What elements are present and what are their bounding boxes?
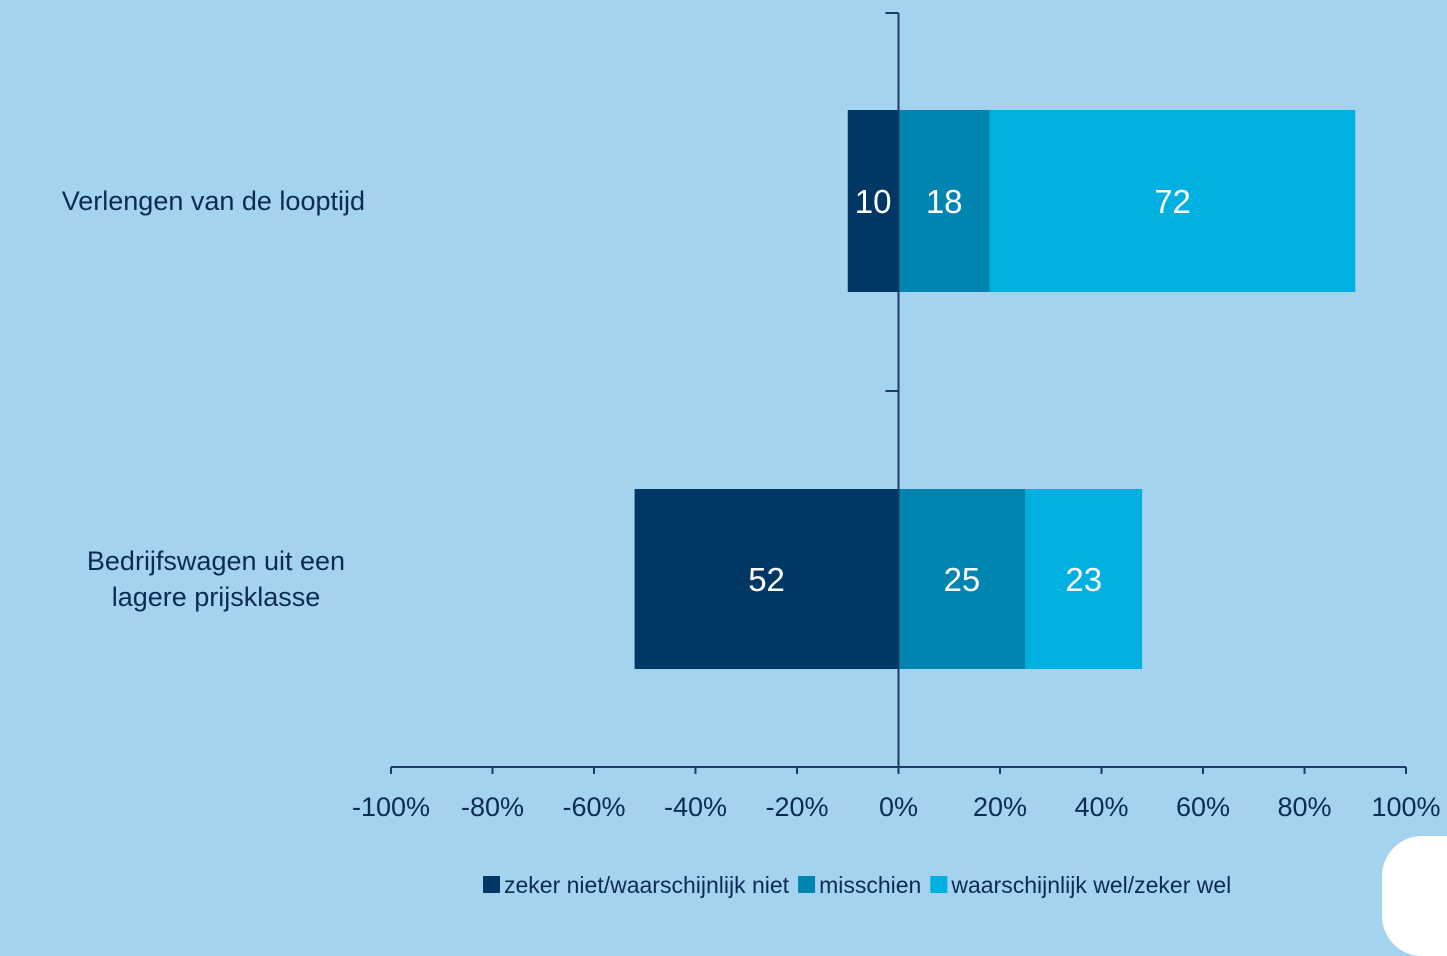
category-label: Verlengen van de looptijd <box>62 186 365 216</box>
x-tick-label: 80% <box>1277 792 1331 822</box>
tick-labels-group: -100% -80% -60% -40% -20% 0% 20% 40% 60% 80% 100% <box>352 792 1441 822</box>
x-tick-label: 40% <box>1074 792 1128 822</box>
x-tick-label: -80% <box>461 792 524 822</box>
bar-value-label: 10 <box>855 183 892 220</box>
bar-value-label: 18 <box>926 183 963 220</box>
bar-value-label: 52 <box>748 561 785 598</box>
legend-label: misschien <box>819 872 921 898</box>
corner-decoration <box>1382 836 1447 956</box>
bar-segment <box>898 110 990 292</box>
bar-segment <box>847 110 899 292</box>
legend-swatch <box>483 876 500 893</box>
bar-segment <box>989 110 1356 292</box>
x-tick-label: 20% <box>973 792 1027 822</box>
bar-value-label: 23 <box>1065 561 1102 598</box>
legend-label: zeker niet/waarschijnlijk niet <box>504 872 790 898</box>
bar-segment <box>1025 489 1143 669</box>
legend-label: waarschijnlijk wel/zeker wel <box>950 872 1231 898</box>
x-tick-label: -20% <box>765 792 828 822</box>
x-tick-label: 100% <box>1371 792 1440 822</box>
legend-swatch <box>930 876 948 893</box>
x-tick-label: -100% <box>352 792 430 822</box>
bar-value-label: 72 <box>1154 183 1191 220</box>
chart: 10 18 72 52 25 23 Verlengen van de looptijd Be… <box>62 12 1441 898</box>
category-labels-group: Verlengen van de looptijd Bedrijfswagen u… <box>62 186 365 612</box>
x-tick-label: -40% <box>664 792 727 822</box>
bar-segment <box>898 489 1026 669</box>
bar-value-label: 25 <box>944 561 981 598</box>
category-label: Bedrijfswagen uit een <box>87 546 345 576</box>
x-tick-label: 0% <box>879 792 918 822</box>
legend: zeker niet/waarschijnlijk niet misschien w… <box>483 872 1231 898</box>
x-tick-label: -60% <box>562 792 625 822</box>
category-label: lagere prijsklasse <box>112 582 321 612</box>
x-tick-label: 60% <box>1176 792 1230 822</box>
legend-swatch <box>798 876 816 893</box>
bar-segment <box>634 489 899 669</box>
axes-group <box>390 12 1407 774</box>
bar-labels-group: 10 18 72 52 25 23 <box>748 183 1191 598</box>
bars-group <box>634 110 1356 669</box>
